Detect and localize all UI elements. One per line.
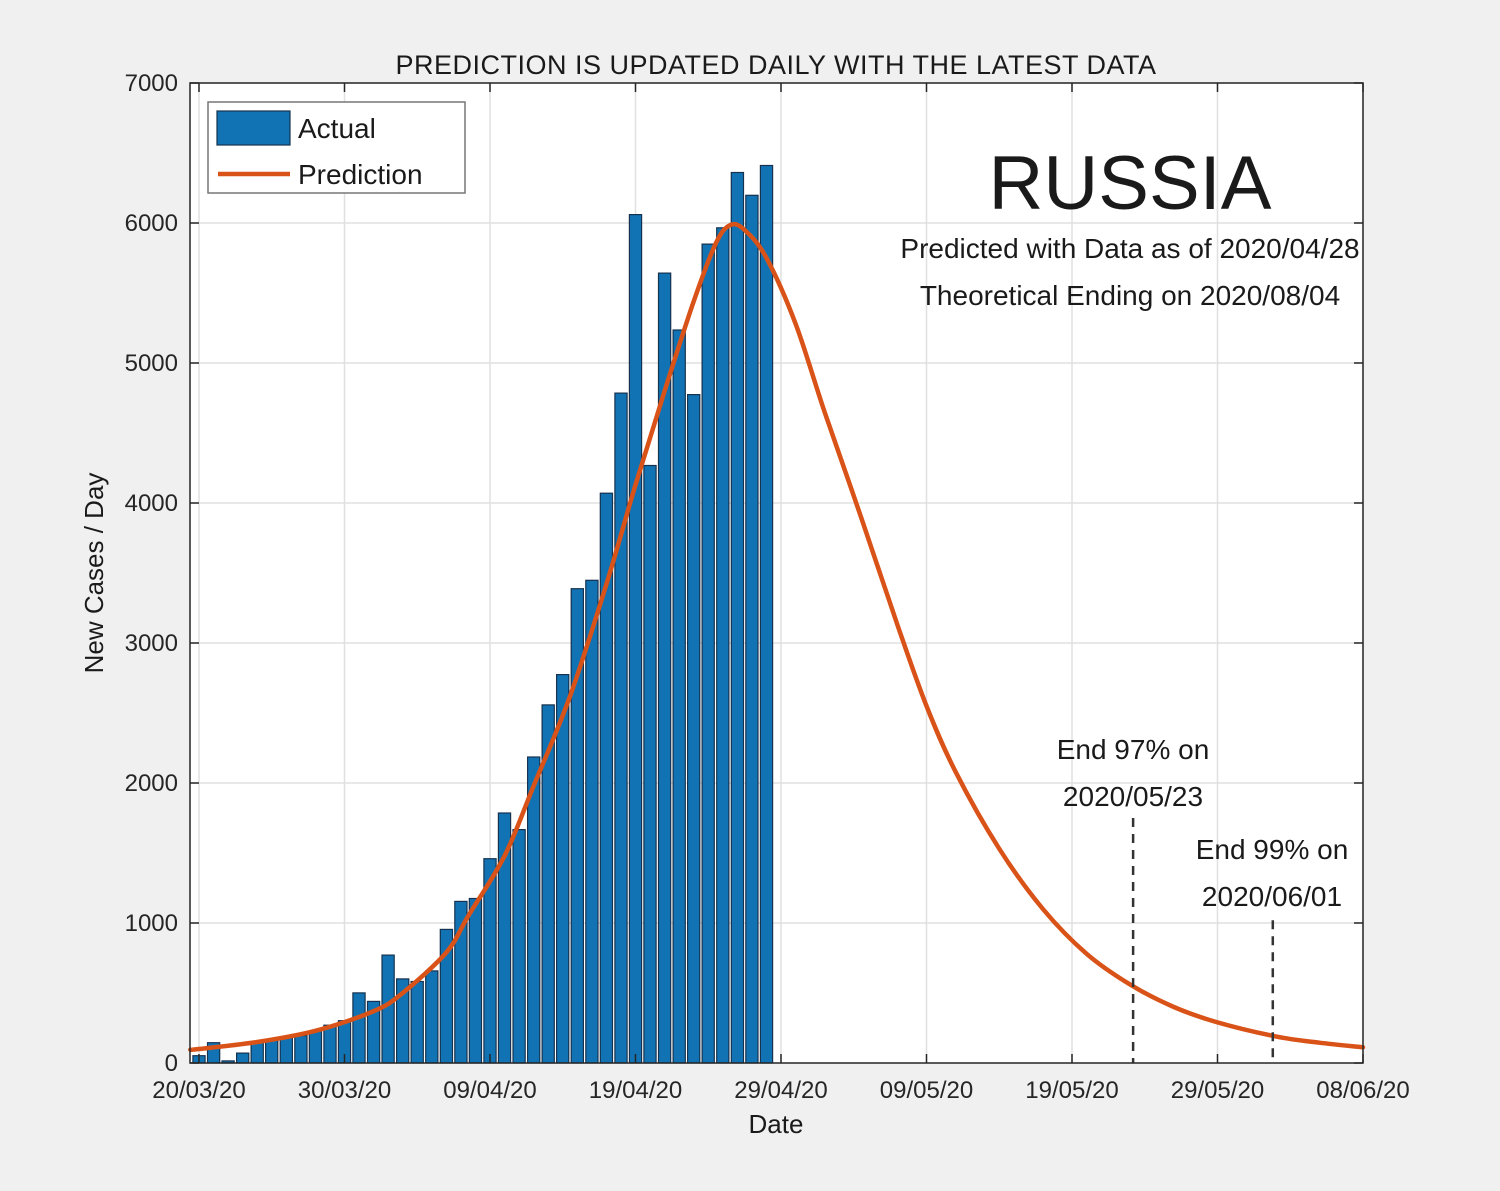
x-tick-label: 19/05/20 bbox=[1025, 1077, 1118, 1104]
actual-bar bbox=[672, 329, 686, 1064]
actual-bar bbox=[279, 1036, 294, 1064]
actual-bar bbox=[294, 1034, 308, 1064]
actual-bar bbox=[468, 897, 483, 1064]
y-tick-label: 1000 bbox=[125, 910, 178, 937]
y-tick-label: 3000 bbox=[125, 630, 178, 657]
plot-area bbox=[190, 83, 1363, 1063]
actual-bar bbox=[716, 227, 730, 1064]
actual-bar bbox=[352, 992, 366, 1064]
actual-bar bbox=[555, 673, 570, 1064]
actual-bar bbox=[265, 1039, 279, 1064]
actual-bar bbox=[323, 1024, 337, 1064]
y-tick-label: 4000 bbox=[125, 490, 178, 517]
y-tick-label: 0 bbox=[165, 1050, 178, 1077]
actual-bar bbox=[425, 970, 439, 1064]
actual-bars-series bbox=[192, 164, 774, 1064]
x-tick-labels: 20/03/20 30/03/20 09/04/20 19/04/20 29/04/20… bbox=[152, 1077, 1409, 1104]
actual-bar bbox=[701, 243, 715, 1064]
actual-bar bbox=[643, 464, 657, 1064]
actual-bar bbox=[628, 214, 643, 1064]
actual-bar bbox=[410, 980, 424, 1064]
x-tick-label: 09/04/20 bbox=[443, 1077, 536, 1104]
prediction-curve bbox=[188, 221, 1366, 1053]
actual-bar bbox=[526, 756, 541, 1064]
end-date-dashed-lines bbox=[1131, 818, 1275, 1063]
end99-annotation-line2: 2020/06/01 bbox=[1202, 881, 1342, 912]
actual-bar bbox=[745, 194, 759, 1064]
x-tick-label: 30/03/20 bbox=[298, 1077, 391, 1104]
y-tick-label: 7000 bbox=[125, 70, 178, 97]
end97-annotation-line1: End 97% on bbox=[1057, 734, 1210, 765]
actual-bar bbox=[236, 1052, 250, 1064]
y-tick-labels: 0 1000 2000 3000 4000 5000 6000 7000 bbox=[125, 70, 178, 1077]
country-title: RUSSIA bbox=[989, 141, 1272, 226]
legend: Actual Prediction bbox=[207, 101, 466, 194]
legend-prediction-label: Prediction bbox=[298, 159, 423, 190]
x-axis-label: Date bbox=[749, 1109, 804, 1139]
legend-actual-label: Actual bbox=[298, 113, 376, 144]
x-tick-label: 29/05/20 bbox=[1171, 1077, 1264, 1104]
y-tick-label: 5000 bbox=[125, 350, 178, 377]
x-tick-label: 19/04/20 bbox=[589, 1077, 682, 1104]
actual-bar bbox=[730, 171, 745, 1064]
x-tick-label: 08/06/20 bbox=[1316, 1077, 1409, 1104]
y-tick-label: 6000 bbox=[125, 210, 178, 237]
actual-bar bbox=[686, 394, 701, 1064]
chart-title: PREDICTION IS UPDATED DAILY WITH THE LAT… bbox=[395, 50, 1156, 80]
y-axis-label: New Cases / Day bbox=[79, 473, 109, 674]
actual-bar bbox=[614, 392, 628, 1064]
end97-annotation-line2: 2020/05/23 bbox=[1063, 781, 1203, 812]
actual-bar bbox=[585, 579, 599, 1064]
x-tick-label: 09/05/20 bbox=[880, 1077, 973, 1104]
y-tick-label: 2000 bbox=[125, 770, 178, 797]
subtitle-theoretical-ending: Theoretical Ending on 2020/08/04 bbox=[920, 280, 1340, 311]
axis-ticks bbox=[190, 82, 1364, 1064]
x-tick-label: 29/04/20 bbox=[734, 1077, 827, 1104]
actual-bar bbox=[308, 1030, 323, 1064]
end99-annotation-line1: End 99% on bbox=[1196, 834, 1349, 865]
axes-border bbox=[189, 82, 1364, 1064]
actual-bar bbox=[512, 828, 526, 1064]
actual-bar bbox=[759, 164, 774, 1064]
x-tick-label: 20/03/20 bbox=[152, 1077, 245, 1104]
legend-actual-swatch bbox=[216, 110, 291, 146]
subtitle-data-as-of: Predicted with Data as of 2020/04/28 bbox=[900, 233, 1359, 264]
actual-bar bbox=[381, 954, 395, 1064]
